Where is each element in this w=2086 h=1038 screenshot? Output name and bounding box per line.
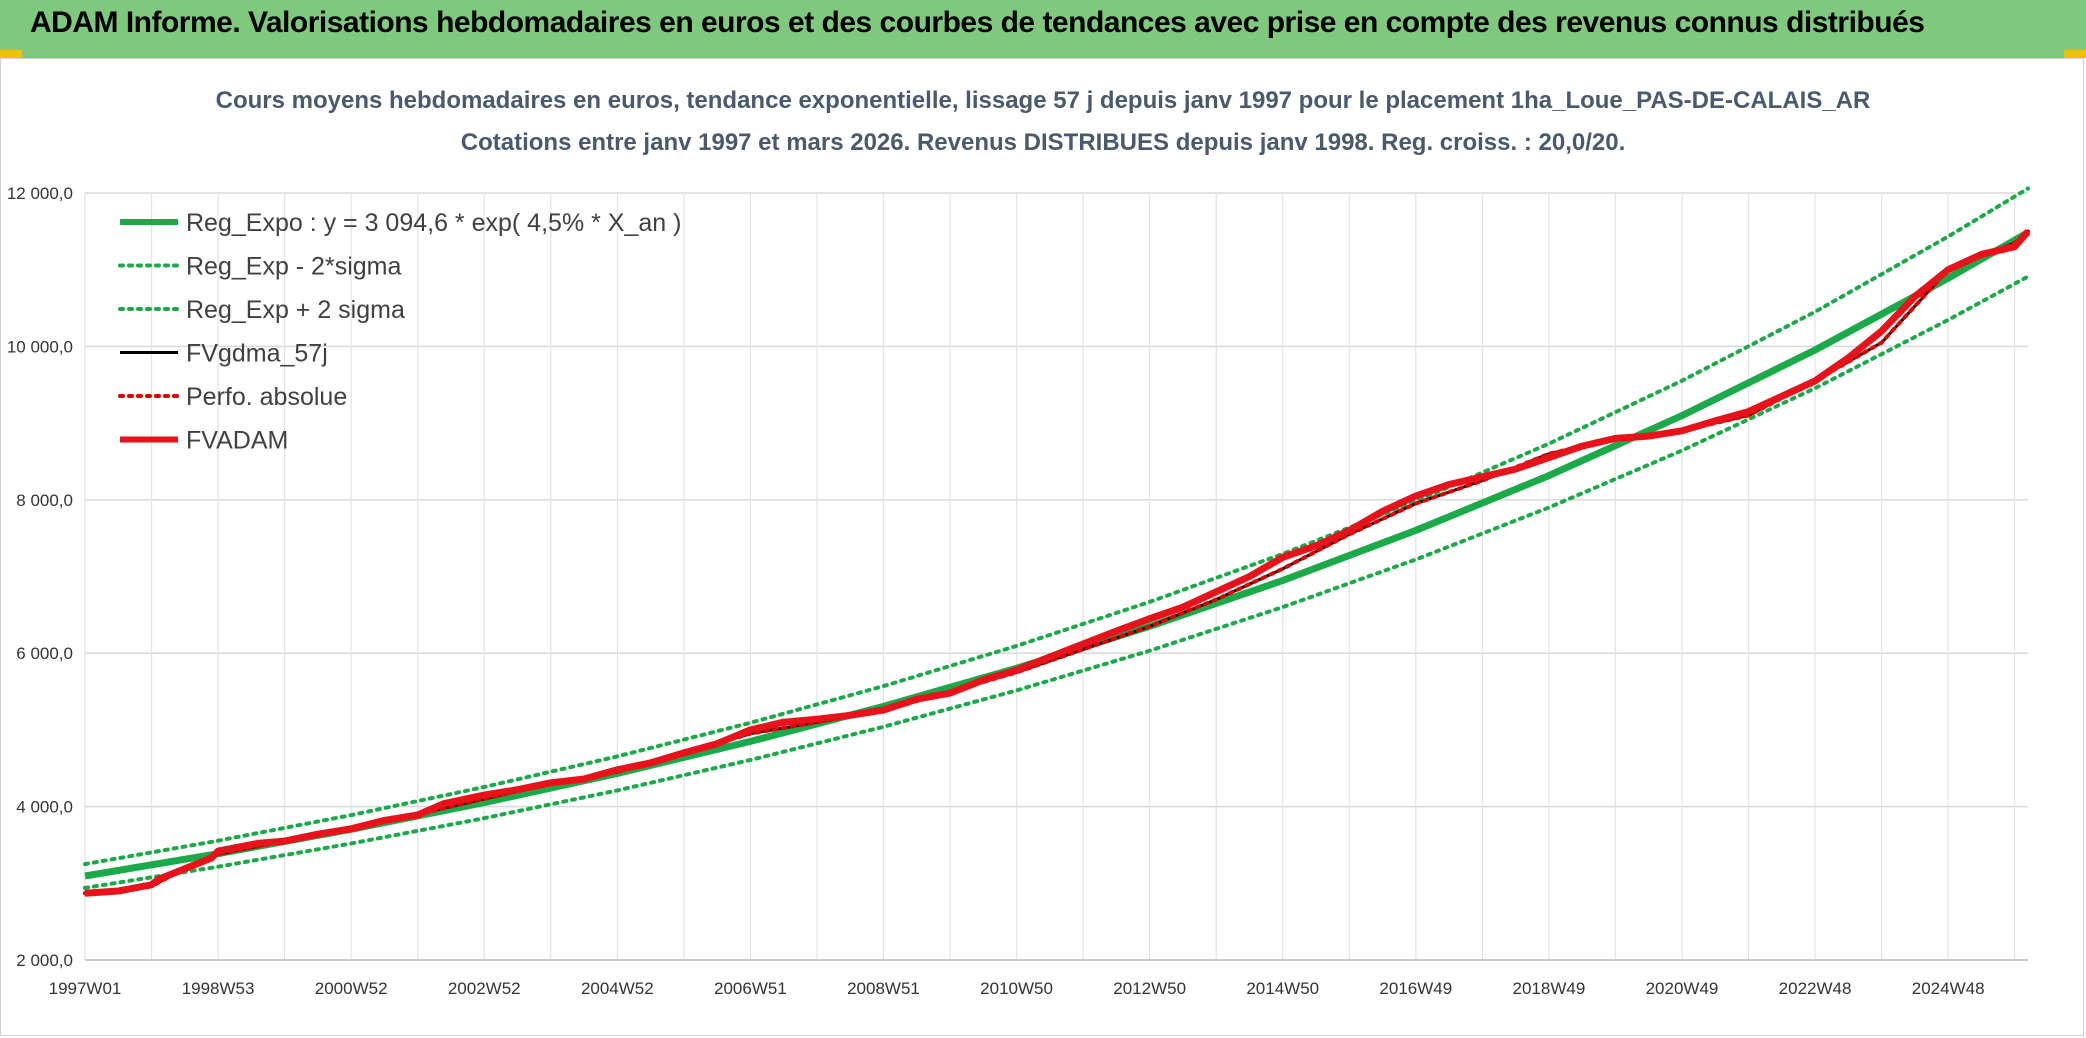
series-line-4 [83, 229, 2030, 896]
legend-label: Perfo. absolue [186, 383, 347, 411]
legend-label: Reg_Exp + 2 sigma [186, 296, 405, 324]
y-tick-label: 12 000,0 [7, 184, 73, 203]
page-title: ADAM Informe. Valorisations hebdomadaire… [30, 6, 1925, 39]
y-tick-label: 8 000,0 [16, 491, 73, 510]
legend: Reg_Expo : y = 3 094,6 * exp( 4,5% * X_a… [118, 209, 681, 455]
chart-title-line2: Cotations entre janv 1997 et mars 2026. … [461, 129, 1626, 156]
axes: 2 000,0 4 000,0 6 000,0 8 000,0 10 000,0 12 0… [7, 184, 2028, 998]
y-tick-label: 2 000,0 [16, 951, 73, 970]
y-tick-label: 6 000,0 [16, 644, 73, 663]
x-tick-label: 1997W01 [49, 979, 122, 998]
x-tick-label: 2010W50 [980, 979, 1053, 998]
x-tick-label: 2008W51 [847, 979, 920, 998]
banner-corner-left [0, 50, 22, 58]
x-tick-label: 2012W50 [1113, 979, 1186, 998]
grid [84, 192, 2028, 961]
x-tick-label: 2014W50 [1246, 979, 1319, 998]
series-line-0 [84, 229, 2030, 880]
y-tick-label: 10 000,0 [7, 337, 73, 356]
series-line-1 [83, 274, 2030, 890]
x-tick-label: 2002W52 [448, 979, 521, 998]
line-chart: Cours moyens hebdomadaires en euros, ten… [7, 87, 2031, 998]
chart-title-line1: Cours moyens hebdomadaires en euros, ten… [216, 87, 1871, 114]
legend-label: FVADAM [186, 427, 288, 455]
x-tick-label: 2024W48 [1912, 979, 1985, 998]
x-tick-label: 2000W52 [315, 979, 388, 998]
header-banner: ADAM Informe. Valorisations hebdomadaire… [0, 0, 2086, 58]
legend-label: Reg_Expo : y = 3 094,6 * exp( 4,5% * X_a… [186, 209, 681, 237]
y-tick-label: 4 000,0 [16, 798, 73, 817]
series-line-2 [83, 186, 2030, 867]
chart-frame [0, 58, 2084, 1036]
x-tick-label: 1998W53 [182, 979, 255, 998]
x-tick-label: 2006W51 [714, 979, 787, 998]
series [83, 186, 2031, 897]
x-tick-label: 2020W49 [1646, 979, 1719, 998]
x-tick-label: 2022W48 [1779, 979, 1852, 998]
banner-corner-right [2064, 50, 2086, 58]
series-line-3 [84, 230, 2029, 895]
x-tick-label: 2018W49 [1513, 979, 1586, 998]
series-line-5 [84, 229, 2031, 897]
legend-label: FVgdma_57j [186, 340, 328, 368]
x-tick-label: 2004W52 [581, 979, 654, 998]
x-tick-label: 2016W49 [1379, 979, 1452, 998]
legend-label: Reg_Exp - 2*sigma [186, 253, 401, 281]
